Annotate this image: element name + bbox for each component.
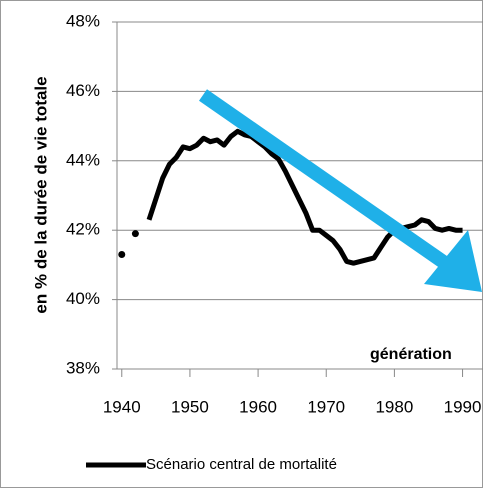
arrow-head [424,230,482,292]
y-tick-label: 48% [66,11,100,30]
y-axis-label: en % de la durée de vie totale [31,76,50,313]
y-tick-label: 42% [66,220,100,239]
x-tick-label: 1990 [444,397,482,416]
x-tick-label: 1950 [171,397,209,416]
y-tick-label: 40% [66,289,100,308]
x-tick-label: 1940 [103,397,141,416]
y-tick-label: 38% [66,358,100,377]
plot: 38% 40% 42% 44% 46% 48% 1940 1950 1960 1970 1980 19… [66,11,483,416]
annotation: génération [370,346,452,363]
legend-label: Scénario central de mortalité [146,456,337,473]
data-point [131,230,139,238]
x-tick-label: 1970 [307,397,345,416]
x-tick-label: 1980 [375,397,413,416]
x-tick-label: 1960 [239,397,277,416]
data-line [146,128,463,266]
data-point [118,250,126,258]
y-tick-label: 44% [66,150,100,169]
trend-arrow [199,89,482,292]
y-tick-label: 46% [66,81,100,100]
arrow-shaft [199,89,456,274]
